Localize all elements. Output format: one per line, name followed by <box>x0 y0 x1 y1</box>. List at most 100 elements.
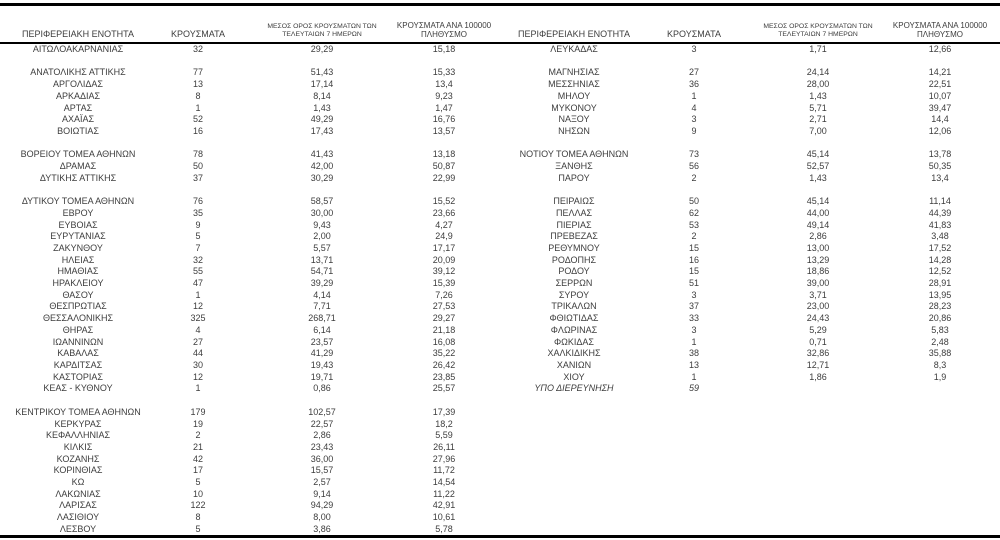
table-row: ΗΡΑΚΛΕΙΟΥ 47 39,29 15,39 <box>8 278 492 290</box>
table-row: ΚΑΒΑΛΑΣ 44 41,29 35,22 <box>8 348 492 360</box>
cell-7day-average <box>744 395 892 407</box>
left-table-header: ΠΕΡΙΦΕΡΕΙΑΚΗ ΕΝΟΤΗΤΑ ΚΡΟΥΣΜΑΤΑ ΜΕΣΟΣ ΟΡΟΣ … <box>8 5 492 41</box>
cell-7day-average: 13,00 <box>806 242 830 253</box>
cell-7day-average <box>248 184 396 196</box>
cell-regional-unit <box>504 419 644 431</box>
cell-cases-per-100000: 15,39 <box>432 278 456 289</box>
table-row: ΣΥΡΟΥ 3 3,71 13,95 <box>504 290 988 302</box>
cell-cases: 38 <box>688 348 699 359</box>
cell-7day-average: 0,71 <box>809 336 827 347</box>
cell-cases: 1 <box>195 383 201 394</box>
table-row: ΑΡΤΑΣ 1 1,43 1,47 <box>8 103 492 115</box>
cell-cases-per-100000: 5,83 <box>931 324 949 335</box>
cell-cases-per-100000 <box>892 383 988 395</box>
cell-cases: 55 <box>192 266 203 277</box>
header-cases: ΚΡΟΥΣΜΑΤΑ <box>644 29 744 41</box>
cell-7day-average <box>744 524 892 536</box>
cell-7day-average: 5,29 <box>809 324 827 335</box>
cell-regional-unit: ΘΗΡΑΣ <box>62 324 94 335</box>
cell-7day-average: 3,71 <box>809 289 827 300</box>
cell-cases-per-100000: 21,18 <box>432 324 456 335</box>
cell-7day-average <box>248 395 396 407</box>
cell-cases: 47 <box>192 278 203 289</box>
cell-cases-per-100000: 50,35 <box>928 161 952 172</box>
cell-regional-unit: ΗΜΑΘΙΑΣ <box>57 266 99 277</box>
cell-cases-per-100000: 26,11 <box>433 441 455 452</box>
cell-7day-average <box>744 430 892 442</box>
cell-cases: 2 <box>691 231 697 242</box>
cell-cases: 78 <box>192 149 203 160</box>
cell-cases-per-100000: 15,33 <box>432 67 456 78</box>
cell-7day-average <box>744 407 892 419</box>
cell-regional-unit: ΚΕΝΤΡΙΚΟΥ ΤΟΜΕΑ ΑΘΗΝΩΝ <box>15 406 141 417</box>
cell-cases <box>644 500 744 512</box>
cell-cases: 27 <box>688 67 699 78</box>
cell-cases-per-100000 <box>892 184 988 196</box>
cell-cases-per-100000: 25,57 <box>432 383 456 394</box>
header-cases-line: ΚΡΟΥΣΜΑΤΑ <box>171 28 225 39</box>
cell-cases-per-100000 <box>892 419 988 431</box>
cell-regional-unit: ΚΟΖΑΝΗΣ <box>56 453 100 464</box>
cell-regional-unit: ΑΡΤΑΣ <box>63 102 93 113</box>
cell-regional-unit: ΔΥΤΙΚΟΥ ΤΟΜΕΑ ΑΘΗΝΩΝ <box>21 196 135 207</box>
cell-regional-unit: ΝΗΣΩΝ <box>558 125 590 136</box>
cell-cases: 179 <box>190 406 206 417</box>
cell-cases-per-100000: 44,39 <box>928 207 952 218</box>
cell-7day-average: 5,57 <box>313 242 331 253</box>
cell-7day-average: 58,57 <box>310 196 334 207</box>
cell-cases-per-100000: 4,27 <box>435 219 453 230</box>
table-row: ΠΙΕΡΙΑΣ 53 49,14 41,83 <box>504 220 988 232</box>
cell-7day-average: 30,29 <box>310 172 334 183</box>
table-row: ΡΟΔΟΠΗΣ 16 13,29 14,28 <box>504 255 988 267</box>
table-row: ΝΟΤΙΟΥ ΤΟΜΕΑ ΑΘΗΝΩΝ 73 45,14 13,78 <box>504 149 988 161</box>
cell-regional-unit <box>504 454 644 466</box>
cell-cases: 27 <box>192 336 203 347</box>
table-row: ΔΥΤΙΚΗΣ ΑΤΤΙΚΗΣ 37 30,29 22,99 <box>8 173 492 185</box>
cell-cases-per-100000 <box>892 407 988 419</box>
cell-cases-per-100000: 13,57 <box>432 125 456 136</box>
cell-cases-per-100000: 20,86 <box>928 313 952 324</box>
cell-cases: 15 <box>688 242 699 253</box>
header-regional-unit-line: ΠΕΡΙΦΕΡΕΙΑΚΗ ΕΝΟΤΗΤΑ <box>517 28 631 39</box>
cell-cases: 5 <box>195 231 201 242</box>
cell-cases-per-100000: 35,22 <box>432 348 456 359</box>
cell-cases: 30 <box>192 359 203 370</box>
table-row: ΚΙΛΚΙΣ 21 23,43 26,11 <box>8 442 492 454</box>
cell-7day-average: 23,57 <box>310 336 334 347</box>
cell-regional-unit: ΔΥΤΙΚΗΣ ΑΤΤΙΚΗΣ <box>39 172 117 183</box>
cell-7day-average: 39,00 <box>806 278 830 289</box>
table-row: ΑΡΓΟΛΙΔΑΣ 13 17,14 13,4 <box>8 79 492 91</box>
cell-cases: 122 <box>190 500 206 511</box>
cell-cases: 1 <box>691 336 697 347</box>
cell-cases: 325 <box>190 313 206 324</box>
cell-cases-per-100000: 1,9 <box>933 371 947 382</box>
table-row: ΜΥΚΟΝΟΥ 4 5,71 39,47 <box>504 103 988 115</box>
cell-cases: 56 <box>688 161 699 172</box>
header-cases-per-100000-line: ΚΡΟΥΣΜΑΤΑ ΑΝΑ 100000 <box>892 20 988 30</box>
cell-cases-per-100000: 35,88 <box>928 348 952 359</box>
cell-cases: 17 <box>192 465 203 476</box>
table-row: ΑΝΑΤΟΛΙΚΗΣ ΑΤΤΙΚΗΣ 77 51,43 15,33 <box>8 67 492 79</box>
cell-cases-per-100000: 13,18 <box>432 149 456 160</box>
cell-regional-unit: ΦΘΙΩΤΙΔΑΣ <box>549 313 599 324</box>
cell-7day-average: 13,71 <box>310 254 334 265</box>
cell-cases: 8 <box>195 512 201 523</box>
cell-cases-per-100000 <box>396 184 492 196</box>
header-7day-average-line: ΤΕΛΕΥΤΑΙΩΝ 7 ΗΜΕΡΩΝ <box>778 31 858 39</box>
cell-7day-average: 13,29 <box>806 254 830 265</box>
table-row <box>504 454 988 466</box>
table-row <box>504 489 988 501</box>
cell-7day-average: 41,43 <box>310 149 334 160</box>
cell-cases: 3 <box>691 114 697 125</box>
cell-regional-unit: ΡΕΘΥΜΝΟΥ <box>548 242 600 253</box>
cell-regional-unit: ΑΝΑΤΟΛΙΚΗΣ ΑΤΤΙΚΗΣ <box>30 67 126 78</box>
cell-regional-unit: ΠΑΡΟΥ <box>558 172 590 183</box>
cell-regional-unit: ΠΕΙΡΑΙΩΣ <box>553 196 595 207</box>
cell-cases-per-100000: 17,39 <box>432 406 456 417</box>
cell-cases-per-100000: 28,91 <box>928 278 952 289</box>
table-row: ΔΡΑΜΑΣ 50 42,00 50,87 <box>8 161 492 173</box>
cell-regional-unit: ΡΟΔΟΠΗΣ <box>551 254 597 265</box>
header-7day-average: ΜΕΣΟΣ ΟΡΟΣ ΚΡΟΥΣΜΑΤΩΝ ΤΩΝ ΤΕΛΕΥΤΑΙΩΝ 7 ΗΜ… <box>248 23 396 41</box>
cell-cases: 10 <box>192 488 203 499</box>
cell-regional-unit: ΚΟΡΙΝΘΙΑΣ <box>53 465 103 476</box>
